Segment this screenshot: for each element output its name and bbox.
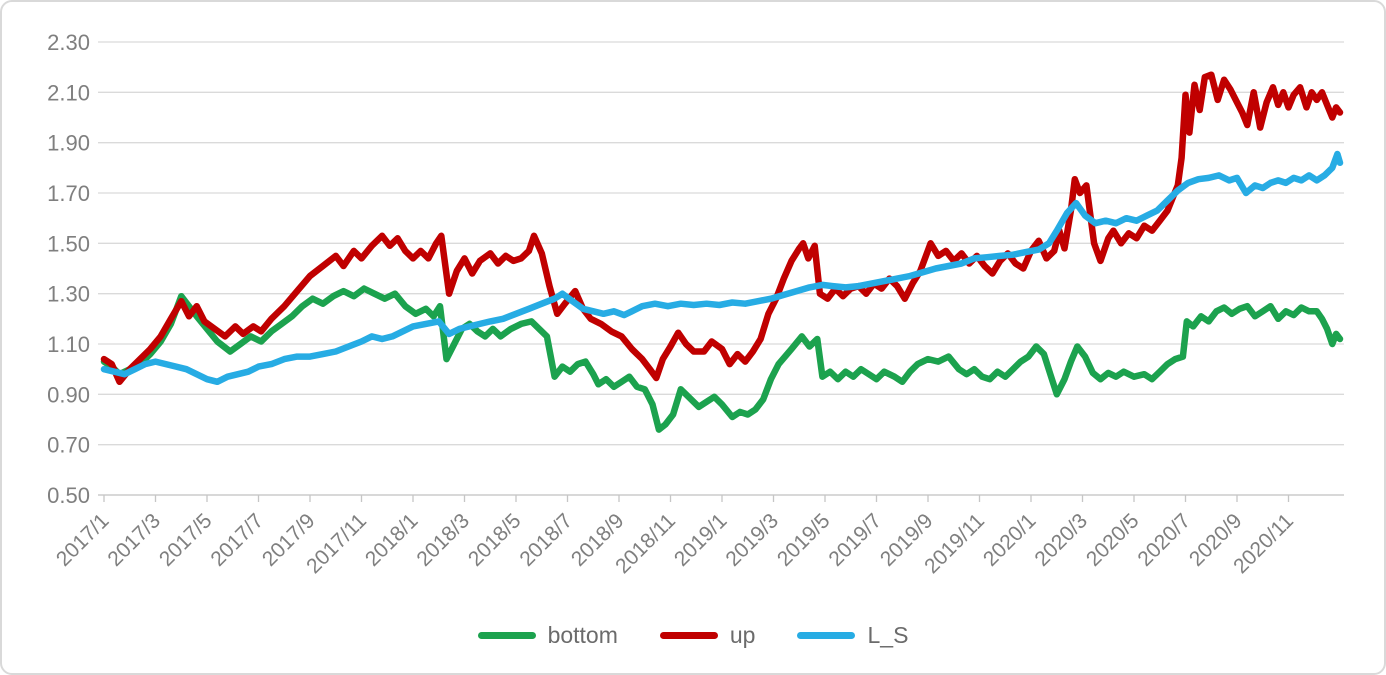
- x-tick-label: 2018/5: [464, 509, 526, 571]
- legend-swatch-up: [659, 632, 718, 639]
- legend-item-up: up: [659, 622, 756, 648]
- legend-label-bottom: bottom: [547, 622, 618, 648]
- legend: bottom up L_S: [2, 624, 1384, 647]
- x-tick-label: 2019/7: [824, 509, 886, 571]
- y-tick-label: 1.90: [47, 131, 90, 156]
- x-tick-label: 2018/1: [361, 509, 423, 571]
- y-tick-label: 1.30: [47, 282, 90, 307]
- x-tick-label: 2020/3: [1030, 509, 1092, 571]
- y-tick-label: 1.70: [47, 181, 90, 206]
- series-line-up: [100, 71, 1344, 386]
- legend-item-L_S: L_S: [797, 624, 908, 647]
- y-tick-label: 0.90: [47, 382, 90, 407]
- x-tick-label: 2017/1: [52, 509, 114, 571]
- legend-item-bottom: bottom: [477, 622, 618, 648]
- x-tick-label: 2020/7: [1133, 509, 1195, 571]
- x-tick-label: 2017/7: [206, 509, 268, 571]
- x-tick-label: 2019/1: [670, 509, 732, 571]
- series-line-bottom: [100, 285, 1344, 433]
- x-tick-label: 2018/3: [412, 509, 474, 571]
- y-tick-label: 1.50: [47, 231, 90, 256]
- x-tick-label: 2017/5: [155, 509, 217, 571]
- x-tick-label: 2017/3: [103, 509, 165, 571]
- y-tick-label: 0.70: [47, 433, 90, 458]
- legend-swatch-L_S: [797, 632, 856, 639]
- series-line-L_S: [100, 150, 1344, 386]
- y-tick-label: 1.10: [47, 332, 90, 357]
- y-tick-label: 0.50: [47, 483, 90, 508]
- x-tick-label: 2019/5: [773, 509, 835, 571]
- y-tick-label: 2.10: [47, 80, 90, 105]
- legend-label-up: up: [729, 622, 756, 648]
- legend-swatch-bottom: [477, 632, 536, 639]
- x-tick-label: 2018/7: [515, 509, 577, 571]
- x-tick-label: 2019/3: [721, 509, 783, 571]
- legend-label-L_S: L_S: [867, 622, 909, 648]
- x-tick-label: 2020/1: [979, 509, 1041, 571]
- x-tick-label: 2020/5: [1082, 509, 1144, 571]
- y-tick-label: 2.30: [47, 30, 90, 55]
